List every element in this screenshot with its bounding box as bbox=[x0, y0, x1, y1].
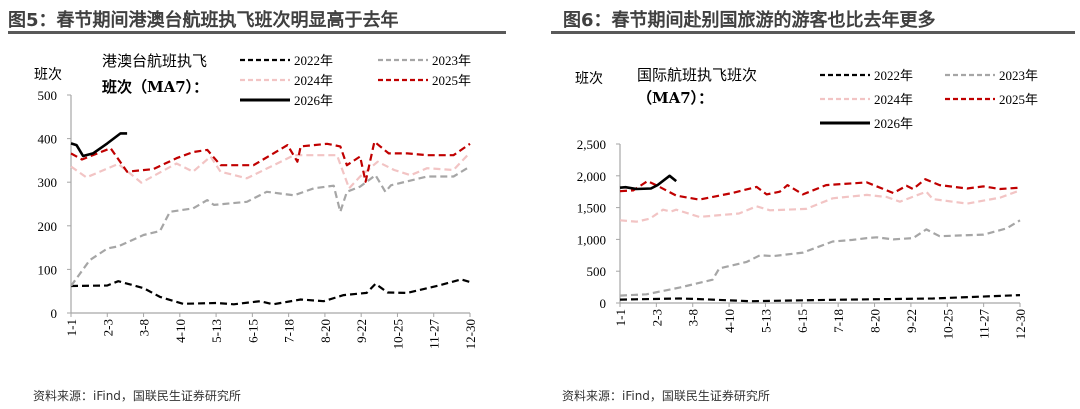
chart-1-legend-title-line1: 港澳台航班执飞 bbox=[102, 52, 208, 70]
chart-2-plot: 0 500 1,000 1,500 2,000 2,500 1-1 2-3 3-8 4-10 5-1… bbox=[577, 68, 1038, 339]
x-tick-label: 10-25 bbox=[940, 309, 955, 339]
series-line-2025 bbox=[619, 178, 1021, 201]
x-tick-label: 9-22 bbox=[904, 309, 919, 333]
legend-label-2023: 2023年 bbox=[432, 53, 471, 68]
legend-label-2023: 2023年 bbox=[999, 68, 1038, 83]
y-tick-label: 500 bbox=[587, 264, 607, 279]
series-line-2022 bbox=[619, 294, 1021, 303]
x-tick-label: 8-20 bbox=[318, 319, 333, 343]
figure-6-title: 图6：春节期间赴别国旅游的游客也比去年更多 bbox=[563, 10, 936, 31]
legend-label-2022: 2022年 bbox=[294, 53, 333, 68]
x-tick-label: 11-27 bbox=[427, 319, 442, 349]
x-tick-label: 7-18 bbox=[831, 309, 846, 333]
series-line-2024 bbox=[70, 151, 471, 190]
series-line-2025 bbox=[70, 140, 471, 183]
series-line-2022 bbox=[70, 278, 471, 306]
y-tick-label: 0 bbox=[600, 296, 607, 311]
chart-1-y-axis-label: 班次 bbox=[34, 67, 62, 83]
legend-label-2022: 2022年 bbox=[874, 68, 913, 83]
y-tick-label: 0 bbox=[51, 306, 58, 321]
y-tick-label: 500 bbox=[38, 88, 58, 103]
x-tick-label: 5-13 bbox=[758, 309, 773, 333]
figure-5-title: 图5：春节期间港澳台航班执飞班次明显高于去年 bbox=[8, 10, 399, 31]
figure-5-source-note: 资料来源：iFind，国联民生证券研究所 bbox=[33, 389, 241, 403]
y-tick-label: 300 bbox=[38, 175, 58, 190]
y-tick-label: 100 bbox=[38, 262, 58, 277]
x-tick-label: 3-8 bbox=[137, 319, 152, 336]
y-tick-label: 1,500 bbox=[577, 201, 606, 216]
legend-label-2026: 2026年 bbox=[294, 93, 333, 108]
chart-1-legend-title-line2: 班次（MA7）： bbox=[102, 78, 209, 96]
x-tick-label: 7-18 bbox=[282, 319, 297, 343]
y-tick-label: 1,000 bbox=[577, 232, 606, 247]
y-tick-label: 2,500 bbox=[577, 137, 606, 152]
chart-2-legend-title-line1: 国际航班执飞班次 bbox=[637, 66, 758, 84]
y-tick-label: 2,000 bbox=[577, 169, 606, 184]
series-line-2024 bbox=[619, 189, 1021, 223]
series-line-2023 bbox=[70, 165, 471, 287]
series-line-2026 bbox=[619, 174, 678, 191]
figure-6-title-rule bbox=[551, 31, 1075, 34]
chart-2-y-axis-label: 班次 bbox=[575, 71, 603, 87]
legend-label-2024: 2024年 bbox=[874, 92, 913, 107]
y-tick-label: 400 bbox=[38, 132, 58, 147]
x-tick-label: 3-8 bbox=[686, 309, 701, 326]
x-tick-label: 9-22 bbox=[354, 319, 369, 343]
legend-label-2025: 2025年 bbox=[432, 73, 471, 88]
series-line-2026 bbox=[70, 132, 128, 158]
figure-5-title-rule bbox=[8, 31, 506, 34]
series-line-2023 bbox=[619, 219, 1021, 297]
figure-6-source-note: 资料来源：iFind，国联民生证券研究所 bbox=[562, 389, 770, 403]
y-tick-label: 200 bbox=[38, 219, 58, 234]
x-tick-label: 8-20 bbox=[868, 309, 883, 333]
x-tick-label: 12-30 bbox=[1013, 309, 1028, 339]
x-tick-label: 6-15 bbox=[795, 309, 810, 333]
x-tick-label: 4-10 bbox=[722, 309, 737, 333]
x-tick-label: 1-1 bbox=[613, 309, 628, 326]
x-tick-label: 5-13 bbox=[209, 319, 224, 343]
x-tick-label: 2-3 bbox=[649, 309, 664, 326]
legend-label-2025: 2025年 bbox=[999, 92, 1038, 107]
x-tick-label: 2-3 bbox=[100, 319, 115, 336]
x-tick-label: 1-1 bbox=[64, 319, 79, 336]
legend-label-2026: 2026年 bbox=[874, 116, 913, 131]
x-tick-label: 4-10 bbox=[173, 319, 188, 343]
x-tick-label: 6-15 bbox=[245, 319, 260, 343]
legend-label-2024: 2024年 bbox=[294, 73, 333, 88]
chart-1-plot: 0 100 200 300 400 500 1-1 2-3 3-8 4-10 5-13 6-15 7-1… bbox=[38, 53, 479, 349]
x-tick-label: 11-27 bbox=[977, 309, 992, 339]
chart-2-legend-title-line2: （MA7）： bbox=[637, 89, 714, 107]
x-tick-label: 12-30 bbox=[463, 319, 478, 349]
x-tick-label: 10-25 bbox=[390, 319, 405, 349]
